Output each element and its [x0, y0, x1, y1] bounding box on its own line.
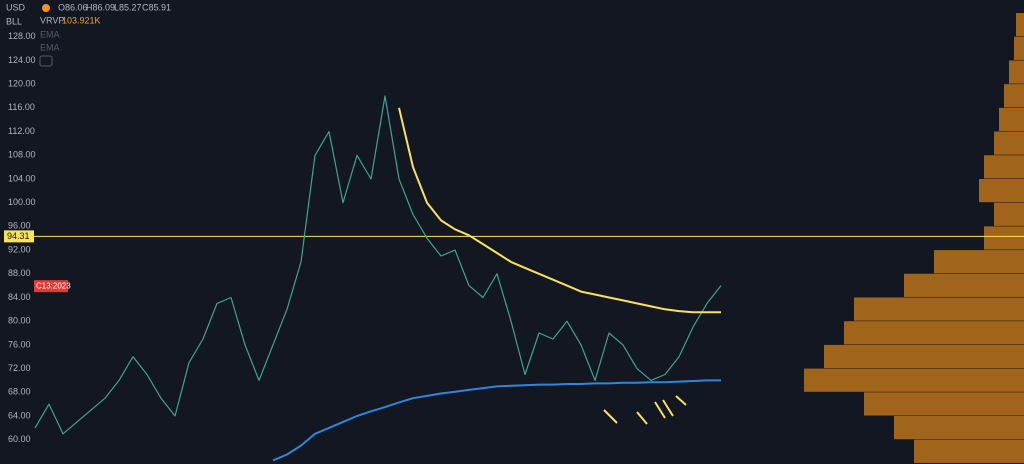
profile-bar [914, 439, 1024, 463]
currency: USD [6, 2, 26, 12]
symbol: BLL [6, 16, 22, 26]
profile-bar [804, 368, 1024, 392]
y-tick-label: 80.00 [8, 316, 31, 326]
profile-bar [844, 321, 1024, 345]
profile-bar [1004, 84, 1024, 108]
y-tick-label: 60.00 [8, 434, 31, 444]
profile-bar [994, 131, 1024, 155]
header: USD BLL O86.06 H86.09 L85.27 C85.91 VRVP… [6, 2, 171, 67]
level-label: 94.31 [7, 231, 30, 241]
y-tick-label: 100.00 [8, 197, 36, 207]
y-tick-label: 116.00 [8, 102, 35, 112]
y-tick-label: 68.00 [8, 387, 31, 397]
profile-bar [1009, 60, 1024, 84]
profile-bar [934, 250, 1024, 274]
profile-bar [1016, 13, 1024, 37]
arrow [662, 399, 674, 417]
arrows [603, 395, 687, 425]
y-tick-label: 64.00 [8, 410, 31, 420]
collapse-button[interactable] [39, 55, 53, 67]
profile-bar [854, 297, 1024, 321]
series-line [398, 107, 721, 314]
profile-bar [1014, 36, 1024, 60]
arrow [636, 411, 648, 425]
close: C85.91 [142, 2, 171, 12]
series-line [272, 379, 721, 462]
plot: 60.00 64.00 68.00 72.00 76.00 80.00 84.00 88.00… [4, 31, 1024, 462]
profile-bar [999, 107, 1024, 132]
indicator-value: 103.921K [62, 15, 101, 25]
icon [42, 4, 50, 12]
level-tag [4, 230, 34, 243]
series-line [34, 95, 722, 435]
y-tick-label: 92.00 [8, 244, 31, 254]
profile-bar [984, 155, 1024, 179]
high: H86.09 [86, 2, 115, 12]
arrow [675, 395, 687, 406]
y-tick-label: 120.00 [8, 79, 36, 89]
profile-bar [984, 226, 1024, 250]
y-tick-label: 124.00 [8, 55, 36, 65]
arrow [603, 409, 618, 424]
y-tick-label: 72.00 [8, 363, 31, 373]
y-tick-label: 104.00 [8, 173, 36, 183]
profile-bar [904, 273, 1024, 297]
y-tick-label: 84.00 [8, 292, 31, 302]
price-tag [34, 280, 68, 293]
y-tick-label: 76.00 [8, 339, 31, 349]
profile-bar [994, 202, 1024, 226]
arrow [654, 401, 666, 419]
indicator: VRVP [40, 15, 64, 25]
low: L85.27 [114, 2, 142, 12]
ema-label: EMA [40, 29, 60, 39]
y-tick-label: 128.00 [8, 31, 36, 41]
y-tick-label: 88.00 [8, 268, 31, 278]
volume-profile [804, 13, 1024, 463]
y-tick-label: 96.00 [8, 221, 31, 231]
ema-label: EMA [40, 42, 60, 52]
profile-bar [894, 416, 1024, 440]
y-tick-label: 108.00 [8, 150, 36, 160]
profile-bar [864, 392, 1024, 416]
open: O86.06 [58, 2, 88, 12]
profile-bar [824, 344, 1024, 369]
y-tick-label: 112.00 [8, 126, 35, 136]
profile-bar [979, 178, 1024, 203]
price-tag-label: C13:2023 [36, 281, 71, 290]
